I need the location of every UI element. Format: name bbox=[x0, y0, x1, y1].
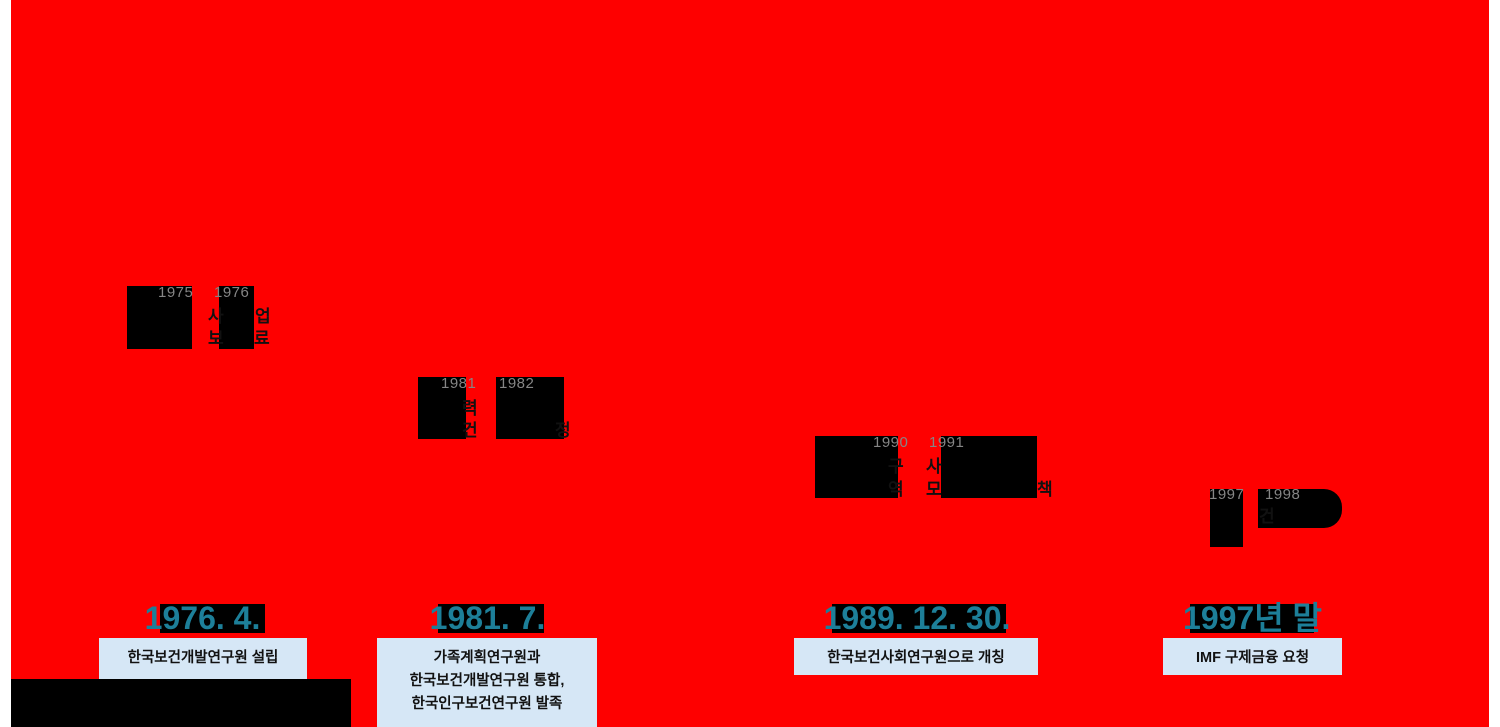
year-label-1990: 1990 bbox=[873, 434, 909, 451]
milestone-date-1989: 1989. 12. 30. bbox=[823, 600, 1011, 636]
milestone-caption-1997: IMF 구제금융 요청 bbox=[1163, 638, 1342, 675]
milestone-date-1997: 1997년 말 bbox=[1183, 600, 1322, 636]
caption-line: 한국보건개발연구원 설립 bbox=[127, 650, 279, 666]
milestone-date-1976: 1976. 4. bbox=[144, 600, 261, 636]
text-fragment-1991-c: 책 bbox=[1037, 480, 1053, 499]
redaction-block-1975 bbox=[127, 286, 192, 349]
redaction-block-1991 bbox=[941, 436, 1037, 498]
redaction-date-1997 bbox=[1190, 604, 1314, 633]
milestone-caption-1989: 한국보건사회연구원으로 개칭 bbox=[794, 638, 1038, 675]
redaction-blob-1998 bbox=[1258, 489, 1342, 528]
caption-line: 한국인구보건연구원 발족 bbox=[411, 696, 563, 712]
text-fragment-1990-a: 구 bbox=[888, 457, 904, 476]
year-label-1997: 1997 bbox=[1209, 486, 1245, 503]
caption-line: 가족계획연구원과 bbox=[433, 650, 541, 666]
redaction-block-1976 bbox=[219, 286, 254, 349]
text-fragment-1976-a: 사 bbox=[208, 307, 224, 326]
milestone-date-1981: 1981. 7. bbox=[429, 600, 546, 636]
redaction-date-1976 bbox=[160, 604, 265, 633]
redaction-block-1982 bbox=[496, 377, 564, 439]
year-label-1981: 1981 bbox=[441, 375, 477, 392]
year-label-1982: 1982 bbox=[499, 375, 535, 392]
text-fragment-1976-d: 료 bbox=[254, 329, 270, 348]
year-label-1991: 1991 bbox=[929, 434, 965, 451]
year-label-1975: 1975 bbox=[158, 284, 194, 301]
caption-line: 한국보건사회연구원으로 개칭 bbox=[827, 650, 1005, 666]
year-label-1976: 1976 bbox=[214, 284, 250, 301]
text-fragment-1991-a: 사 bbox=[926, 457, 942, 476]
redaction-block-1997 bbox=[1210, 489, 1243, 547]
text-fragment-1976-c: 보 bbox=[208, 329, 224, 348]
text-fragment-1998-a: 건 bbox=[1259, 507, 1275, 526]
caption-line: IMF 구제금융 요청 bbox=[1195, 650, 1310, 666]
milestone-caption-1981: 가족계획연구원과 한국보건개발연구원 통합, 한국인구보건연구원 발족 bbox=[377, 638, 597, 727]
text-fragment-1981-a: 력 bbox=[462, 399, 478, 418]
redaction-date-1989 bbox=[832, 604, 1006, 633]
redaction-block-1990 bbox=[815, 436, 898, 498]
text-fragment-1976-b: 업 bbox=[255, 307, 271, 326]
caption-line: 한국보건개발연구원 통합, bbox=[409, 673, 565, 689]
text-fragment-1990-b: 역 bbox=[888, 480, 904, 499]
year-label-1998: 1998 bbox=[1265, 486, 1301, 503]
redaction-block-1981 bbox=[418, 377, 466, 439]
redaction-date-1981 bbox=[438, 604, 544, 633]
text-fragment-1982-a: 정 bbox=[555, 421, 571, 440]
text-fragment-1991-b: 모 bbox=[926, 480, 942, 499]
redaction-bar-bottom-left bbox=[11, 679, 351, 727]
text-fragment-1981-b: 건 bbox=[462, 421, 478, 440]
